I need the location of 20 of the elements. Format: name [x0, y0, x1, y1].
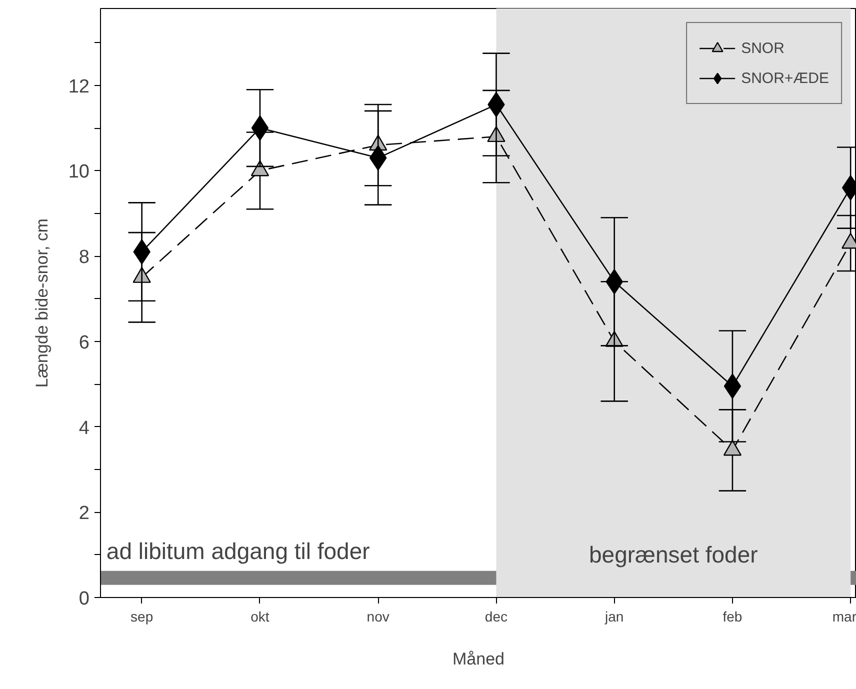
x-tick-label: feb: [722, 608, 742, 624]
y-tick-label: 8: [78, 247, 90, 268]
x-tick-label: okt: [250, 608, 270, 624]
x-tick-label: nov: [366, 608, 390, 624]
x-tick-label: mar: [832, 608, 856, 624]
band-label: begrænset foder: [589, 542, 758, 568]
y-axis-title: Længde bide-snor, cm: [32, 218, 52, 388]
x-axis-title: Måned: [452, 650, 504, 668]
legend-label: SNOR+ÆDE: [741, 70, 829, 86]
legend-label: SNOR: [741, 40, 784, 56]
y-tick-label: 2: [78, 503, 90, 524]
y-tick-label: 0: [78, 588, 90, 610]
y-tick-label: 4: [78, 418, 90, 439]
y-tick-label: 12: [68, 76, 90, 98]
ref-line-label: ad libitum adgang til foder: [106, 538, 370, 564]
x-tick-label: dec: [484, 608, 508, 624]
x-tick-label: sep: [130, 608, 154, 624]
y-tick-label: 6: [78, 332, 90, 354]
y-tick-label: 10: [68, 162, 90, 183]
x-tick-label: jan: [604, 608, 624, 624]
